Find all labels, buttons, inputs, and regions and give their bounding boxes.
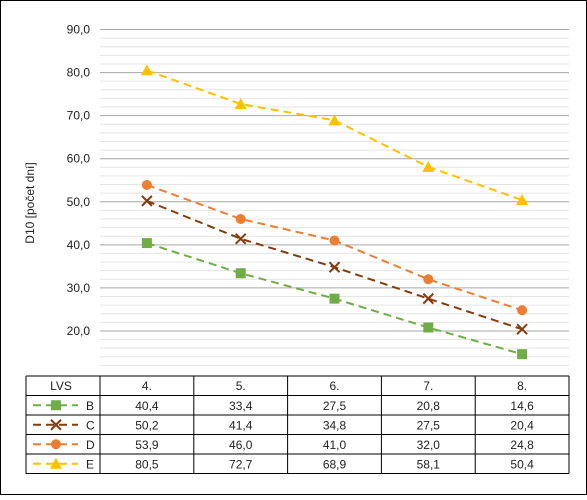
data-point-marker (516, 323, 528, 335)
data-point-marker (517, 305, 528, 316)
data-point-marker (141, 195, 153, 207)
table-cell-value: 20,4 (510, 418, 534, 432)
table-cell-value: 68,9 (323, 457, 347, 471)
legend-series-name: B (86, 399, 94, 413)
data-point-marker (235, 213, 246, 224)
legend-key-B (33, 400, 78, 411)
y-tick-label: 20,0 (67, 324, 91, 338)
table-cell-value: 72,7 (229, 457, 253, 471)
data-point-marker (50, 457, 62, 469)
data-point-marker (51, 439, 61, 450)
data-point-marker (140, 64, 153, 76)
data-point-marker (422, 292, 435, 305)
data-point-marker (516, 194, 529, 206)
table-cell-value: 41,0 (323, 438, 347, 452)
series-B (141, 238, 528, 360)
legend-key-C (33, 419, 78, 431)
table-cell-value: 80,5 (135, 457, 159, 471)
table-cell-value: 33,4 (229, 399, 253, 413)
data-point-marker (328, 114, 341, 126)
x-category-label: 7. (423, 379, 433, 393)
data-point-marker (234, 233, 247, 245)
table-cell-value: 53,9 (135, 438, 159, 452)
x-category-label: 8. (517, 379, 527, 393)
table-cell-value: 46,0 (229, 438, 253, 452)
legend-series-name: C (86, 418, 95, 432)
series-C (141, 195, 528, 335)
table-cell-value: 40,4 (135, 399, 159, 413)
data-point-marker (517, 349, 528, 360)
table-cell-value: 27,5 (323, 399, 347, 413)
table-cell-value: 50,2 (135, 418, 159, 432)
data-point-marker (422, 160, 435, 172)
data-point-marker (329, 235, 340, 246)
data-point-marker (423, 274, 434, 285)
data-point-marker (423, 322, 434, 333)
y-axis-tick-labels: 20,0 30,0 40,0 50,0 60,0 70,0 80,0 90,0 (67, 23, 91, 338)
data-point-marker (234, 97, 247, 109)
y-tick-label: 60,0 (67, 152, 91, 166)
legend-series-name: E (86, 457, 94, 471)
y-tick-label: 50,0 (67, 195, 91, 209)
y-axis-title: D10 [počet dní] (23, 162, 37, 243)
data-series (140, 64, 529, 360)
table-cell-value: 14,6 (510, 399, 534, 413)
series-line (146, 69, 523, 201)
table-cell-value: 27,5 (417, 418, 441, 432)
table-cell-value: 20,8 (417, 399, 441, 413)
table-cell-value: 24,8 (510, 438, 534, 452)
data-point-marker (50, 419, 62, 431)
table-cell-value: 50,4 (510, 457, 534, 471)
y-tick-label: 90,0 (67, 23, 91, 37)
y-tick-label: 30,0 (67, 281, 91, 295)
legend-series-name: D (86, 438, 95, 452)
series-D (141, 179, 528, 316)
x-category-label: 5. (236, 379, 246, 393)
x-category-label: 6. (329, 379, 339, 393)
x-category-label: 4. (142, 379, 152, 393)
table-cell-value: 41,4 (229, 418, 253, 432)
series-E (140, 64, 529, 206)
table-cell-value: 32,0 (417, 438, 441, 452)
table-cell-value: 58,1 (417, 457, 441, 471)
legend-key-D (33, 439, 78, 450)
table-header-label: LVS (50, 379, 72, 393)
data-table: LVS 4. 5. 6. 7. 8. B 40,4 33,4 27,5 20,8 14,6 C 50,2 4… (25, 375, 570, 474)
data-point-marker (141, 238, 152, 249)
legend-key-E (33, 457, 78, 469)
table-cell-value: 34,8 (323, 418, 347, 432)
data-point-marker (329, 293, 340, 304)
y-tick-label: 70,0 (67, 109, 91, 123)
data-point-marker (141, 179, 152, 190)
y-tick-label: 40,0 (67, 238, 91, 252)
data-point-marker (51, 400, 61, 411)
data-point-marker (235, 268, 246, 279)
data-point-marker (328, 261, 341, 273)
y-tick-label: 80,0 (67, 66, 91, 80)
